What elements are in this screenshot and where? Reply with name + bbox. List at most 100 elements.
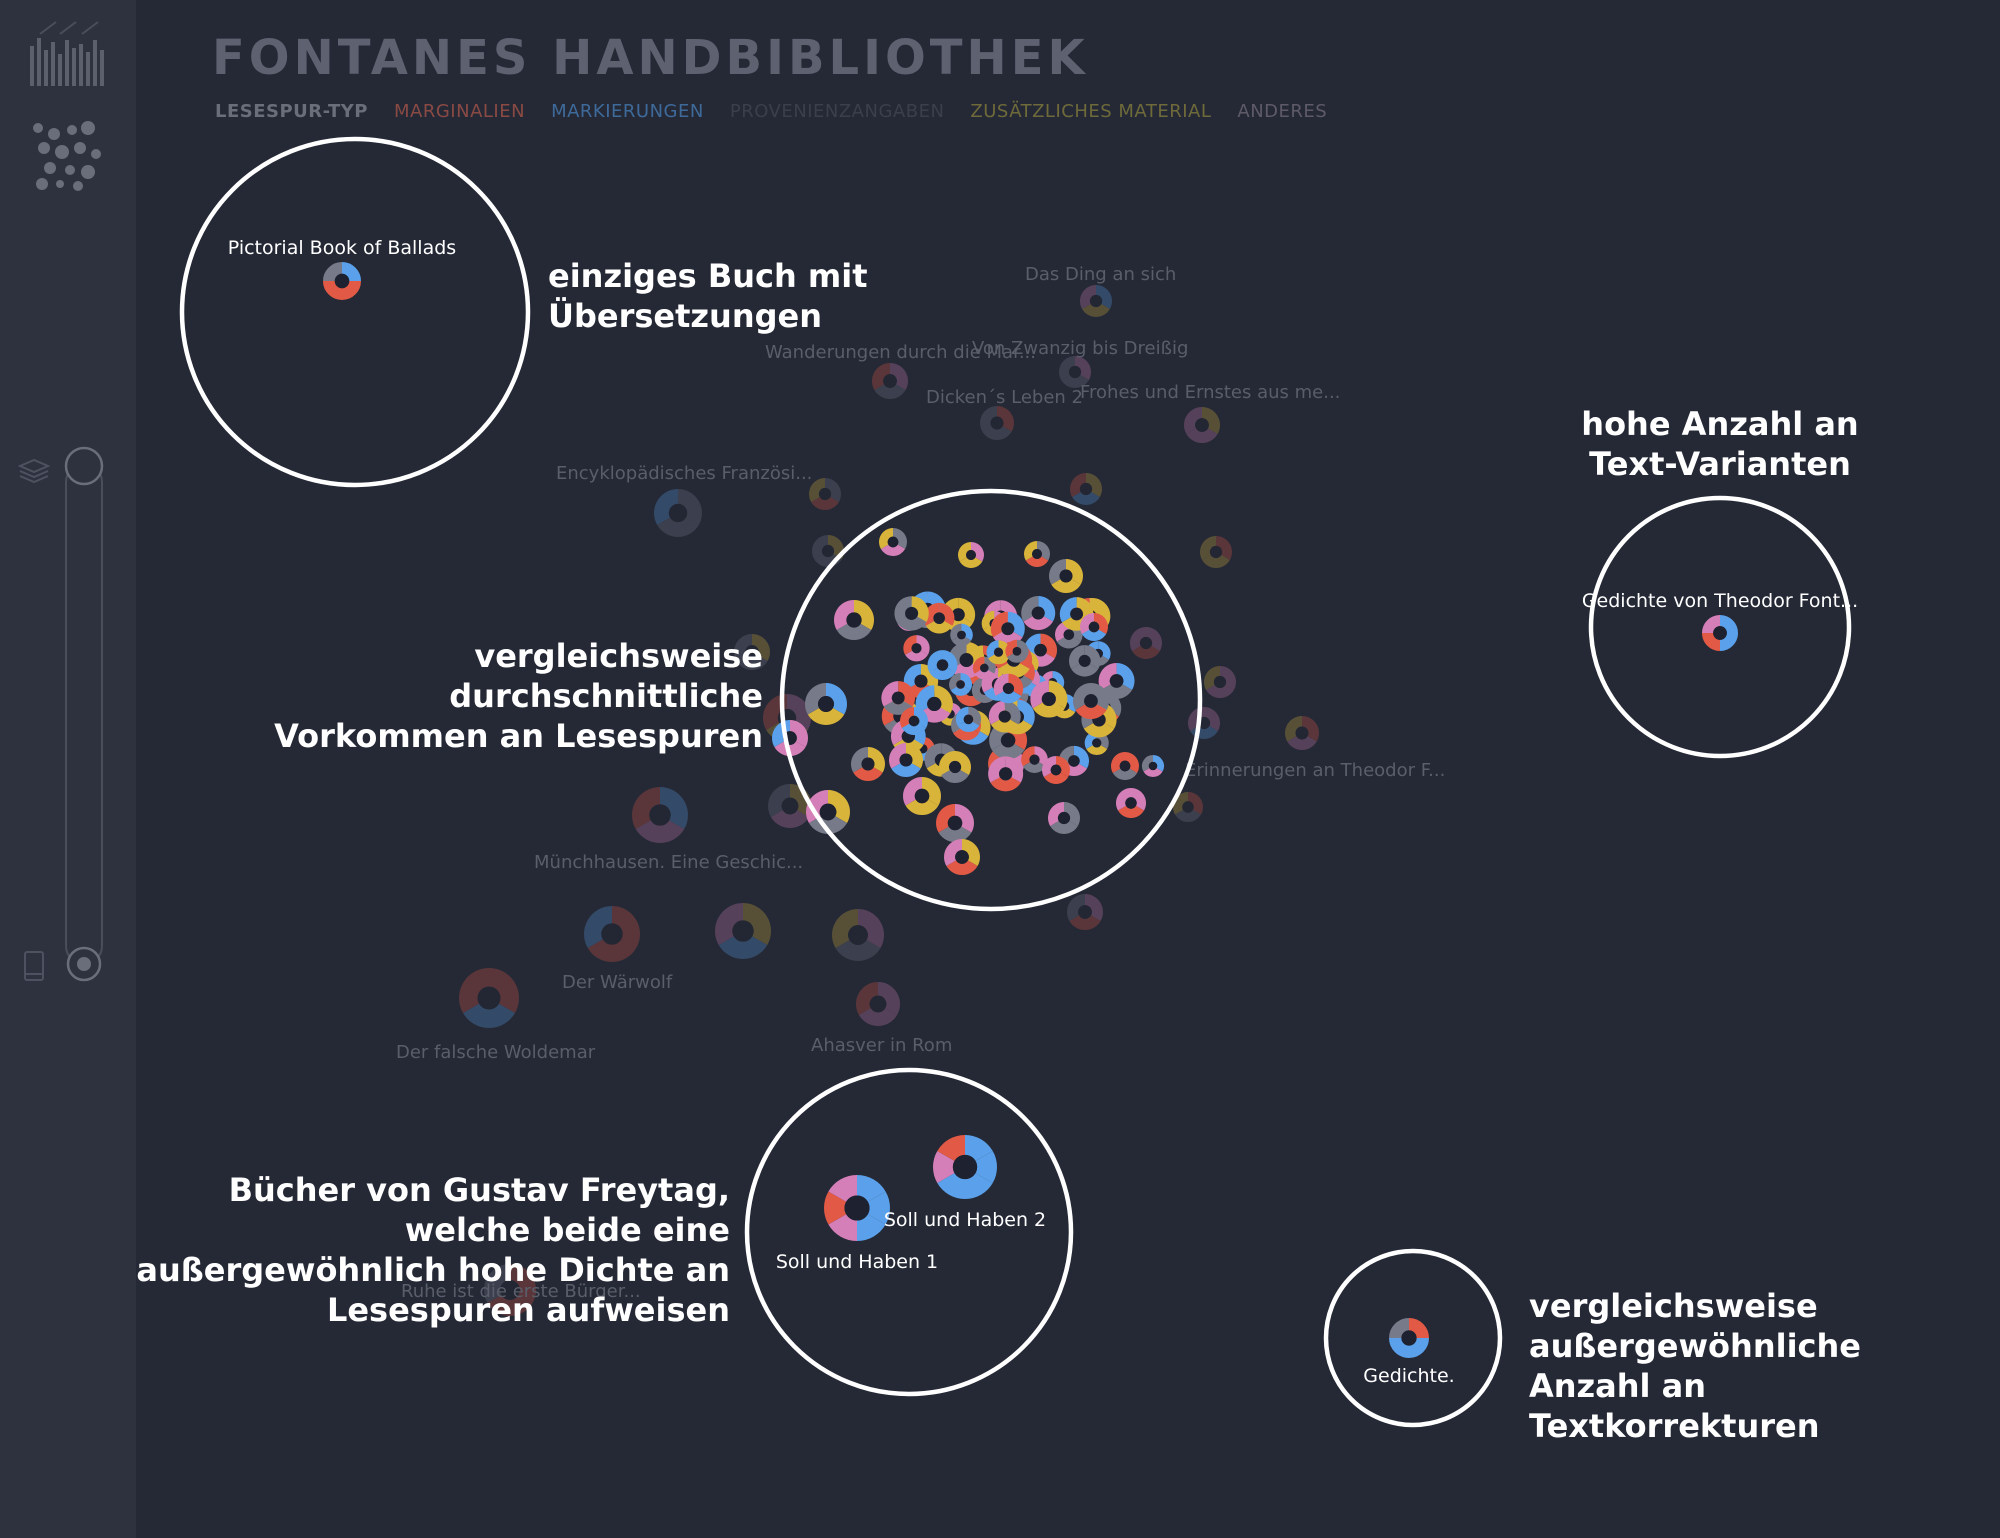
book-glyph-gedichte[interactable] (1389, 1318, 1429, 1358)
legend-provenienzangaben[interactable]: PROVENIENZANGABEN (729, 101, 945, 122)
book-label-gedichte[interactable]: Gedichte. (1363, 1365, 1454, 1387)
cluster-view-icon[interactable] (30, 118, 104, 192)
legend-markierungen[interactable]: MARKIERUNGEN (551, 101, 704, 122)
annotation-ballads: einziges Buch mit Übersetzungen (548, 256, 868, 336)
book-glyph-dimmed[interactable] (1184, 407, 1220, 443)
book-glyph-dimmed[interactable] (484, 1264, 536, 1316)
book-glyph-dimmed[interactable] (1285, 716, 1319, 750)
book-glyph-dimmed[interactable] (768, 784, 812, 828)
book-label: Münchhausen. Eine Geschic... (534, 852, 803, 873)
book-glyph[interactable] (1069, 645, 1101, 677)
book-glyph[interactable] (805, 683, 847, 725)
book-glyph[interactable] (1098, 662, 1135, 699)
book-glyph-dimmed[interactable] (1173, 792, 1203, 822)
book-glyph[interactable] (949, 672, 972, 696)
book-glyph[interactable] (988, 700, 1021, 733)
book-glyph[interactable] (1048, 802, 1080, 834)
book-glyph-dimmed[interactable] (980, 406, 1014, 440)
book-glyph[interactable] (903, 777, 941, 815)
book-glyph[interactable] (936, 804, 974, 842)
book-glyph[interactable] (1005, 639, 1029, 663)
book-glyph[interactable] (972, 656, 996, 680)
book-glyph-dimmed[interactable] (872, 363, 908, 399)
book-glyph-dimmed[interactable] (832, 909, 884, 961)
book-glyph-soll-und-haben-1[interactable] (824, 1175, 890, 1241)
book-glyph[interactable] (900, 707, 928, 735)
book-glyph[interactable] (806, 790, 850, 834)
book-glyph-soll-und-haben-2[interactable] (933, 1135, 997, 1199)
annotation-circle-variants (1588, 495, 1852, 759)
book-glyph[interactable] (894, 596, 929, 631)
book-glyph[interactable] (889, 743, 923, 777)
book-glyph[interactable] (903, 635, 930, 662)
book-glyph-dimmed[interactable] (1067, 894, 1103, 930)
book-glyph[interactable] (958, 542, 984, 568)
book-glyph-dimmed[interactable] (1130, 627, 1162, 659)
book-glyph[interactable] (990, 611, 1025, 646)
book-glyph[interactable] (881, 681, 916, 715)
book-glyph[interactable] (772, 720, 808, 756)
book-glyph[interactable] (1021, 596, 1056, 630)
annotation-line: Bücher von Gustav Freytag, (228, 1171, 730, 1209)
highlighted-cluster-layer (772, 528, 1164, 875)
dimmed-labels-layer: Das Ding an sich Wanderungen durch die M… (396, 264, 1445, 1302)
highlighted-labels-layer: Pictorial Book of Ballads Gedichte von T… (228, 237, 1858, 1387)
annotation-circle-freytag (744, 1067, 1074, 1397)
book-glyph[interactable] (1049, 559, 1083, 593)
book-label: Ruhe ist die erste Bürger... (401, 1281, 641, 1302)
single-book-icon (24, 951, 44, 981)
book-glyph-dimmed[interactable] (584, 906, 640, 962)
shelf-view-icon[interactable] (26, 20, 110, 96)
book-glyph-dimmed[interactable] (809, 478, 841, 510)
book-glyph[interactable] (1080, 613, 1108, 641)
book-label-soll-und-haben-2[interactable]: Soll und Haben 2 (884, 1209, 1046, 1231)
book-glyph[interactable] (1021, 746, 1048, 773)
book-glyph[interactable] (834, 600, 874, 640)
book-glyph[interactable] (1116, 788, 1146, 818)
book-glyph[interactable] (1073, 683, 1109, 719)
book-glyph-dimmed[interactable] (459, 968, 519, 1028)
book-glyph-dimmed[interactable] (734, 634, 770, 670)
book-glyph-pictorial-book-of-ballads[interactable] (323, 262, 361, 300)
book-label-gedichte-theodor[interactable]: Gedichte von Theodor Font... (1582, 590, 1858, 612)
legend-anderes[interactable]: ANDERES (1237, 101, 1328, 122)
book-glyph[interactable] (927, 650, 958, 680)
book-glyph-dimmed[interactable] (632, 787, 688, 843)
book-label: Encyklopädisches Französi... (556, 463, 812, 484)
book-glyph-gedichte-von-theodor-fontane[interactable] (1702, 615, 1738, 651)
book-glyph[interactable] (939, 751, 971, 783)
book-glyph-dimmed[interactable] (1200, 536, 1232, 568)
book-glyph[interactable] (988, 756, 1024, 792)
annotation-circle-average (779, 488, 1203, 912)
book-glyph-dimmed[interactable] (1059, 356, 1091, 388)
book-glyph[interactable] (879, 528, 907, 556)
books-stack-icon (18, 458, 50, 484)
book-glyph-dimmed[interactable] (654, 489, 702, 537)
book-glyph[interactable] (986, 640, 1011, 665)
book-glyph-dimmed[interactable] (1070, 473, 1102, 505)
book-glyph[interactable] (1042, 756, 1070, 784)
legend-marginalien[interactable]: MARGINALIEN (394, 101, 526, 122)
annotation-varianten: hohe Anzahl an Text-Varianten (1520, 404, 1920, 484)
book-label-soll-und-haben-1[interactable]: Soll und Haben 1 (776, 1251, 938, 1273)
book-glyph[interactable] (851, 747, 885, 781)
book-glyph-dimmed[interactable] (715, 903, 771, 959)
book-glyph[interactable] (950, 623, 973, 647)
book-glyph[interactable] (1030, 680, 1068, 718)
book-glyph[interactable] (1142, 755, 1164, 777)
annotation-line: vergleichsweise (1529, 1287, 1818, 1325)
zoom-slider[interactable] (62, 444, 106, 984)
book-glyph-dimmed[interactable] (1080, 285, 1112, 317)
book-glyph[interactable] (1111, 752, 1139, 780)
book-glyph[interactable] (1024, 541, 1050, 567)
book-glyph-dimmed[interactable] (856, 982, 900, 1026)
book-glyph-dimmed[interactable] (1204, 666, 1236, 698)
book-glyph[interactable] (993, 673, 1024, 704)
book-glyph[interactable] (955, 706, 982, 732)
annotation-line: Vorkommen an Lesespuren (274, 717, 763, 755)
book-glyph[interactable] (944, 839, 980, 875)
book-glyph[interactable] (923, 602, 955, 634)
book-label-ballads[interactable]: Pictorial Book of Ballads (228, 237, 456, 259)
book-label: Erinnerungen an Theodor F... (1185, 760, 1445, 781)
legend-zusaetzliches-material[interactable]: ZUSÄTZLICHES MATERIAL (970, 101, 1212, 122)
